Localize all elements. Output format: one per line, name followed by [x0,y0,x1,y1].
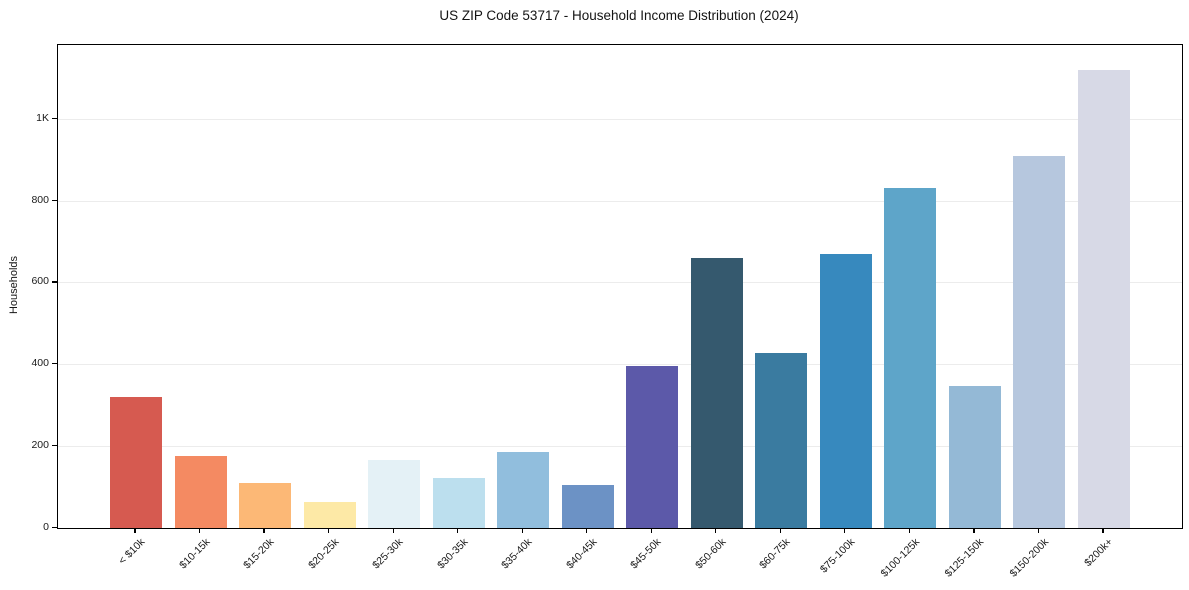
gridline-800 [58,200,1182,202]
gridline-400 [58,364,1182,366]
bar-100-125k [884,188,937,528]
plot-area [57,44,1183,529]
bar-35-40k [497,451,550,528]
bar-50-60k [690,257,743,528]
bar-25-30k [368,460,421,528]
x-tick-mark [1037,528,1040,533]
bar-125-150k [948,386,1001,528]
x-tick-mark [844,528,846,533]
x-tick-label: $15-20k [241,536,277,572]
bar-10k [110,397,162,528]
x-tick-label: $150-200k [1007,536,1051,580]
x-tick-mark [973,528,975,533]
x-tick-label: $30-35k [434,536,471,572]
gridline-600 [58,282,1182,284]
x-tick-mark [328,528,330,533]
x-tick-mark [779,528,781,533]
y-tick-label: 800 [31,193,49,206]
x-tick-label: $10-15k [176,536,213,572]
x-tick-mark [586,528,588,533]
bar-150-200k [1013,155,1066,528]
gridline-1K [58,118,1182,120]
y-tick-mark [52,281,57,283]
y-tick-mark [52,527,57,529]
x-tick-label: $40-45k [563,536,600,572]
x-tick-mark [457,528,459,533]
bar-60-75k [755,353,808,528]
y-tick-label: 400 [31,357,49,370]
x-tick-mark [650,528,652,533]
x-tick-label: $20-25k [305,536,342,572]
y-tick-label: 0 [43,521,49,533]
x-tick-label: $125-150k [942,536,987,580]
bar-75-100k [819,253,872,528]
x-tick-mark [134,528,136,533]
y-tick-label: 600 [31,275,49,288]
x-tick-label: $200k+ [1082,536,1116,570]
bar-40-45k [561,485,614,528]
chart-title: US ZIP Code 53717 - Household Income Dis… [439,8,799,23]
x-tick-mark [715,528,717,533]
bar-10-15k [174,455,227,528]
x-tick-mark [392,528,394,533]
y-tick-label: 1K [36,111,49,124]
y-tick-mark [52,117,57,119]
x-tick-mark [908,528,910,533]
x-tick-mark [198,528,201,533]
x-tick-label: $100-125k [878,536,922,580]
x-tick-label: $45-50k [628,536,664,572]
x-tick-label: $60-75k [757,536,793,572]
x-tick-label: $25-30k [370,536,406,572]
bar-15-20k [239,482,292,528]
y-tick-mark [52,199,57,201]
x-tick-label: $75-100k [817,536,858,576]
bar-200k [1078,69,1130,528]
x-tick-label: < $10k [116,536,148,567]
x-tick-mark [521,528,523,533]
y-tick-mark [52,445,57,447]
y-tick-label: 200 [31,439,49,452]
x-tick-label: $50-60k [692,536,729,572]
bar-20-25k [303,502,356,528]
x-tick-mark [263,528,265,533]
gridline-200 [58,446,1182,448]
x-tick-mark [1102,528,1104,533]
bar-45-50k [626,365,679,528]
x-tick-label: $35-40k [499,536,535,572]
y-tick-mark [52,363,57,365]
bar-30-35k [432,478,485,528]
